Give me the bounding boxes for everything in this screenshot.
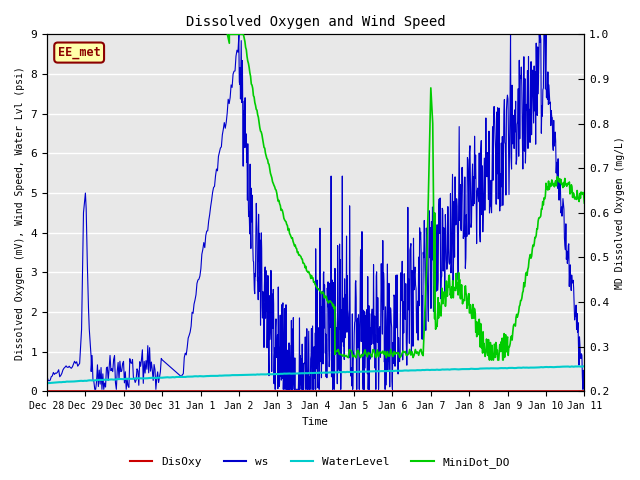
Title: Dissolved Oxygen and Wind Speed: Dissolved Oxygen and Wind Speed <box>186 15 445 29</box>
Legend: DisOxy, ws, WaterLevel, MiniDot_DO: DisOxy, ws, WaterLevel, MiniDot_DO <box>125 452 515 472</box>
X-axis label: Time: Time <box>302 417 329 427</box>
Y-axis label: MD Dissolved Oxygen (mg/L): MD Dissolved Oxygen (mg/L) <box>615 136 625 289</box>
Y-axis label: Dissolved Oxygen (mV), Wind Speed, Water Lvl (psi): Dissolved Oxygen (mV), Wind Speed, Water… <box>15 66 25 360</box>
Text: EE_met: EE_met <box>58 46 100 59</box>
